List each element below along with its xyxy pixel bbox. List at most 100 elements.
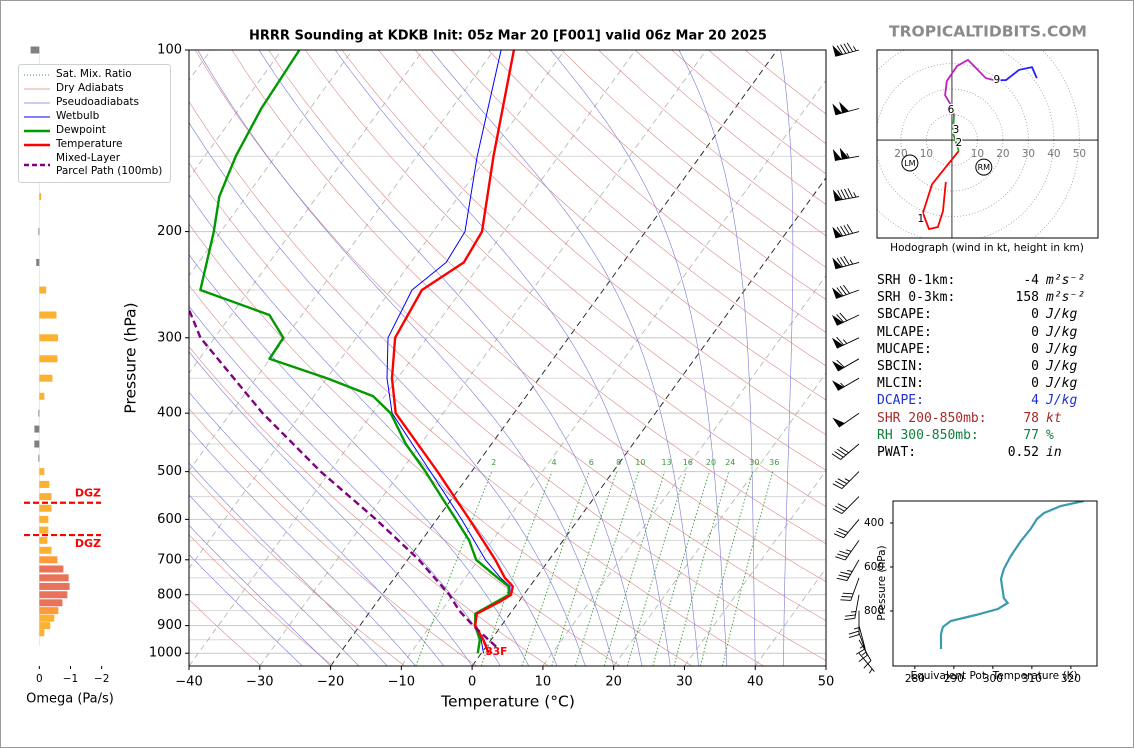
x-tick-label: 300 [983, 673, 1003, 685]
parameter-row: SHR 200-850mb: 78 kt [877, 410, 1085, 427]
parameter-label: SBCAPE: [877, 307, 932, 323]
legend-entry: Wetbulb [19, 110, 170, 123]
wind-barb [832, 496, 860, 514]
legend-label: Sat. Mix. Ratio [56, 68, 132, 80]
parameter-label: RH 300-850mb: [877, 427, 979, 443]
pseudoadiabat [430, 50, 699, 666]
ring-label: 20 [996, 148, 1009, 160]
wind-barb [833, 519, 860, 539]
isotherm [542, 274, 826, 666]
mixing-ratio-line [700, 471, 754, 666]
parameter-row: SBCIN: 0 J/kg [877, 358, 1085, 375]
ring-label: 30 [1022, 148, 1035, 160]
pseudoadiabat [189, 524, 331, 666]
height-label: 6 [948, 104, 955, 116]
dry-adiabat [524, 50, 826, 300]
omega-bar [39, 334, 59, 342]
wind-barb [832, 471, 860, 489]
parameter-label: SRH 0-1km: [877, 273, 956, 289]
parameter-row: DCAPE: 4 J/kg [877, 392, 1085, 409]
mixing-ratio-label: 4 [551, 458, 556, 467]
x-tick-label: −40 [175, 675, 202, 690]
dry-adiabat [194, 50, 826, 622]
x-tick-label: −30 [246, 675, 273, 690]
omega-bar [39, 546, 52, 554]
legend-entry: Dewpoint [19, 124, 170, 137]
mixing-ratio-label: 13 [661, 458, 671, 467]
x-tick-label: 320 [1061, 673, 1081, 685]
x-tick-label: 290 [944, 673, 964, 685]
dry-adiabat [189, 162, 764, 666]
legend-swatch [24, 116, 50, 117]
mixing-ratio-label: 24 [725, 458, 735, 467]
wind-barb [836, 559, 860, 582]
legend-entry: Sat. Mix. Ratio [19, 68, 170, 81]
legend-label: Wetbulb [56, 110, 100, 122]
height-label: 1 [917, 213, 924, 225]
y-tick-label: 500 [157, 464, 182, 479]
x-tick-label: 40 [747, 675, 764, 690]
parameter-row: SRH 0-1km: -4 m²s⁻² [877, 272, 1085, 289]
x-tick-label: 50 [818, 675, 835, 690]
parameter-row: MLCIN: 0 J/kg [877, 375, 1085, 392]
x-tick-label: 0 [468, 675, 476, 690]
x-tick-label: 30 [676, 675, 693, 690]
dry-adiabat [189, 599, 262, 666]
hodograph-trace [921, 150, 960, 231]
omega-bar [39, 526, 49, 534]
isotherm [189, 50, 283, 179]
omega-bar [39, 556, 58, 564]
legend-label: Dry Adiabats [56, 82, 124, 94]
theta-e-y-label: Pressure (hPa) [876, 545, 888, 620]
y-tick-label: 600 [157, 512, 182, 527]
legend-label: Dewpoint [56, 124, 106, 136]
parameter-unit: in [1046, 444, 1062, 460]
wind-barb [832, 284, 860, 299]
parameter-row: SRH 0-3km: 158 m²s⁻² [877, 289, 1085, 306]
wind-barb [832, 224, 860, 239]
parameter-unit: J/kg [1046, 359, 1078, 375]
parameter-label: MUCAPE: [877, 341, 932, 357]
storm-motion-marker [975, 158, 993, 176]
dry-adiabat [378, 50, 826, 436]
omega-bar [39, 599, 63, 607]
wind-barb [831, 377, 860, 391]
dry-adiabat [189, 284, 621, 666]
legend-entry: Mixed-Layer Parcel Path (100mb) [19, 152, 170, 178]
parameter-label: SRH 0-3km: [877, 290, 956, 306]
y-tick-label: 200 [157, 224, 182, 239]
parameter-value: 0 [1031, 307, 1039, 323]
wind-barb [831, 312, 860, 326]
parameter-unit: % [1046, 427, 1054, 443]
pseudoadiabat [258, 50, 643, 666]
parameter-unit: J/kg [1046, 376, 1078, 392]
legend-entry: Pseudoadiabats [19, 96, 170, 109]
chart-title: HRRR Sounding at KDKB Init: 05z Mar 20 [… [249, 29, 767, 44]
isotherm [189, 50, 566, 570]
omega-bar [39, 536, 48, 544]
ring-label: 10 [971, 148, 984, 160]
wind-barb [844, 594, 860, 621]
profile-line [189, 306, 497, 648]
storm-motion-label: RM [978, 163, 991, 172]
omega-bar [39, 286, 47, 294]
y-tick-label: 1000 [149, 646, 182, 661]
ring-label: 10 [920, 148, 933, 160]
ring-label: 40 [1047, 148, 1060, 160]
omega-bar [39, 629, 45, 637]
x-tick-label: 0 [36, 673, 43, 685]
dgz-label: DGZ [75, 487, 101, 500]
parameter-unit: m²s⁻² [1046, 290, 1086, 306]
y-tick-label: 400 [157, 406, 182, 421]
dry-adiabat [488, 50, 826, 333]
parameter-row: RH 300-850mb: 77% [877, 427, 1085, 444]
omega-bar [38, 409, 40, 417]
highlight-isotherm [471, 177, 826, 666]
mixing-ratio-line [551, 471, 618, 666]
parameter-value: 158 [1015, 290, 1039, 306]
storm-motion-label: LM [904, 159, 915, 168]
parameter-row: MLCAPE: 0 J/kg [877, 324, 1085, 341]
mixing-ratio-line [521, 471, 590, 666]
legend-entry: Temperature [19, 138, 170, 151]
